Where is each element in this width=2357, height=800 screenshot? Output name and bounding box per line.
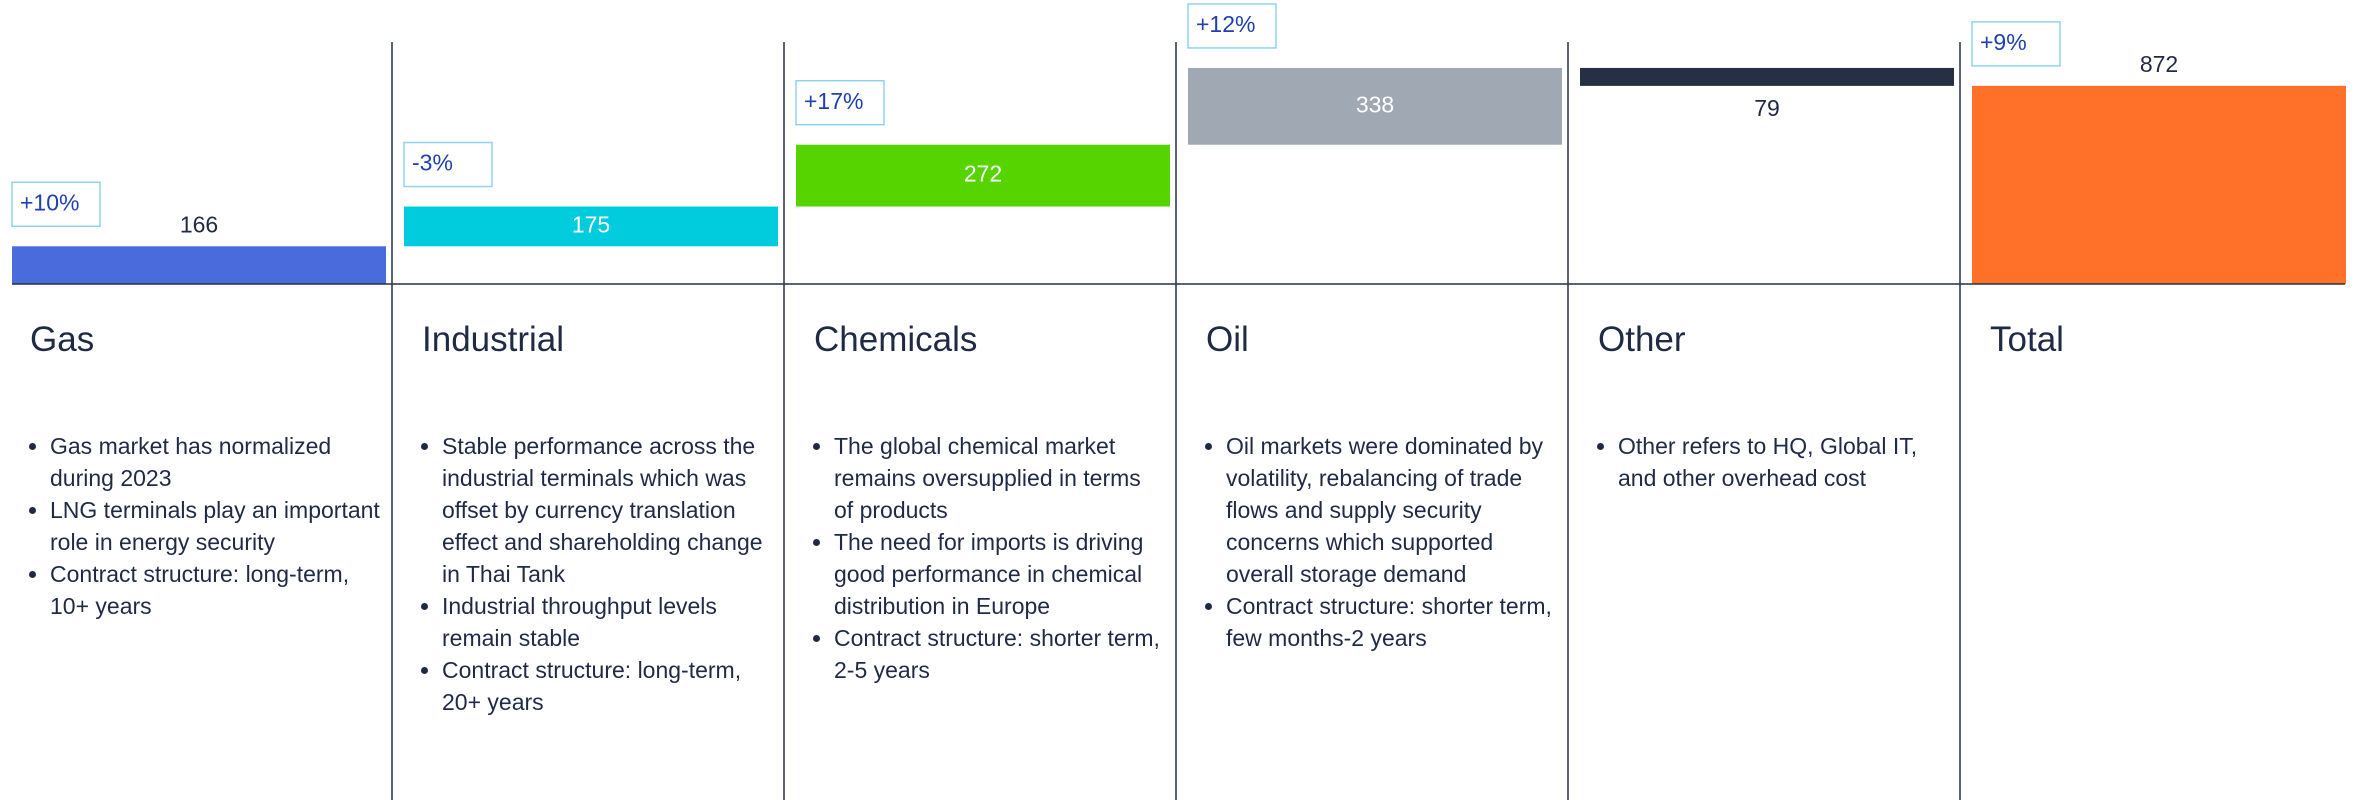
bar: [1188, 67, 1562, 145]
bullet: Contract structure: long-term, 20+ years: [442, 654, 772, 718]
bullet-list: Oil markets were dominated by volatility…: [1206, 430, 1556, 654]
bar: [1972, 85, 2346, 285]
bullet: Contract structure: shorter term, 2-5 ye…: [834, 622, 1164, 686]
growth-label: +12%: [1196, 11, 1255, 37]
panel-title: Total: [1990, 320, 2064, 359]
growth-label: +17%: [804, 88, 863, 114]
growth-box: [403, 141, 493, 188]
panel: Chemicals The global chemical market rema…: [814, 310, 1164, 686]
panel: Oil Oil markets were dominated by volatil…: [1206, 310, 1556, 654]
value-label: 338: [1356, 91, 1394, 117]
growth-label: -3%: [412, 150, 453, 176]
panel: Total: [1990, 310, 2340, 370]
bar: [404, 206, 778, 247]
value-label: 872: [2140, 51, 2178, 77]
panel-title: Chemicals: [814, 320, 978, 359]
value-label: 272: [964, 161, 1002, 187]
bullet-list: The global chemical market remains overs…: [814, 430, 1164, 686]
bullet: Gas market has normalized during 2023: [50, 430, 380, 494]
panel: Gas Gas market has normalized during 2023…: [30, 310, 380, 622]
bullet-list: Other refers to HQ, Global IT, and other…: [1598, 430, 1948, 494]
bullet: Oil markets were dominated by volatility…: [1226, 430, 1556, 590]
growth-label: +9%: [1980, 29, 2027, 55]
bullet: Contract structure: long-term, 10+ years: [50, 558, 380, 622]
panel: Industrial Stable performance across the …: [422, 310, 772, 718]
growth-box: [1971, 21, 2061, 67]
value-label: 175: [572, 211, 610, 237]
growth-label: +10%: [20, 189, 79, 215]
panel-title: Gas: [30, 320, 95, 359]
bullet: Contract structure: shorter term, few mo…: [1226, 590, 1556, 654]
bullet-list: Gas market has normalized during 2023LNG…: [30, 430, 380, 622]
value-label: 166: [180, 211, 218, 237]
panel: Other Other refers to HQ, Global IT, and …: [1598, 310, 1948, 494]
bullet: The need for imports is driving good per…: [834, 526, 1164, 622]
value-label: 79: [1754, 95, 1780, 121]
bullet: Industrial throughput levels remain stab…: [442, 590, 772, 654]
panel-title: Oil: [1206, 320, 1249, 359]
panel-title: Other: [1598, 320, 1686, 359]
growth-box: [1187, 3, 1277, 49]
bullet: The global chemical market remains overs…: [834, 430, 1164, 526]
bullet: LNG terminals play an important role in …: [50, 494, 380, 558]
bar: [12, 246, 386, 284]
growth-box: [11, 181, 101, 228]
panel-title: Industrial: [422, 320, 565, 359]
bullet-list: Stable performance across the industrial…: [422, 430, 772, 718]
bullet: Stable performance across the industrial…: [442, 430, 772, 590]
bullet: Other refers to HQ, Global IT, and other…: [1618, 430, 1948, 494]
growth-box: [795, 79, 885, 126]
bar: [796, 144, 1170, 207]
bar: [1580, 67, 1954, 86]
